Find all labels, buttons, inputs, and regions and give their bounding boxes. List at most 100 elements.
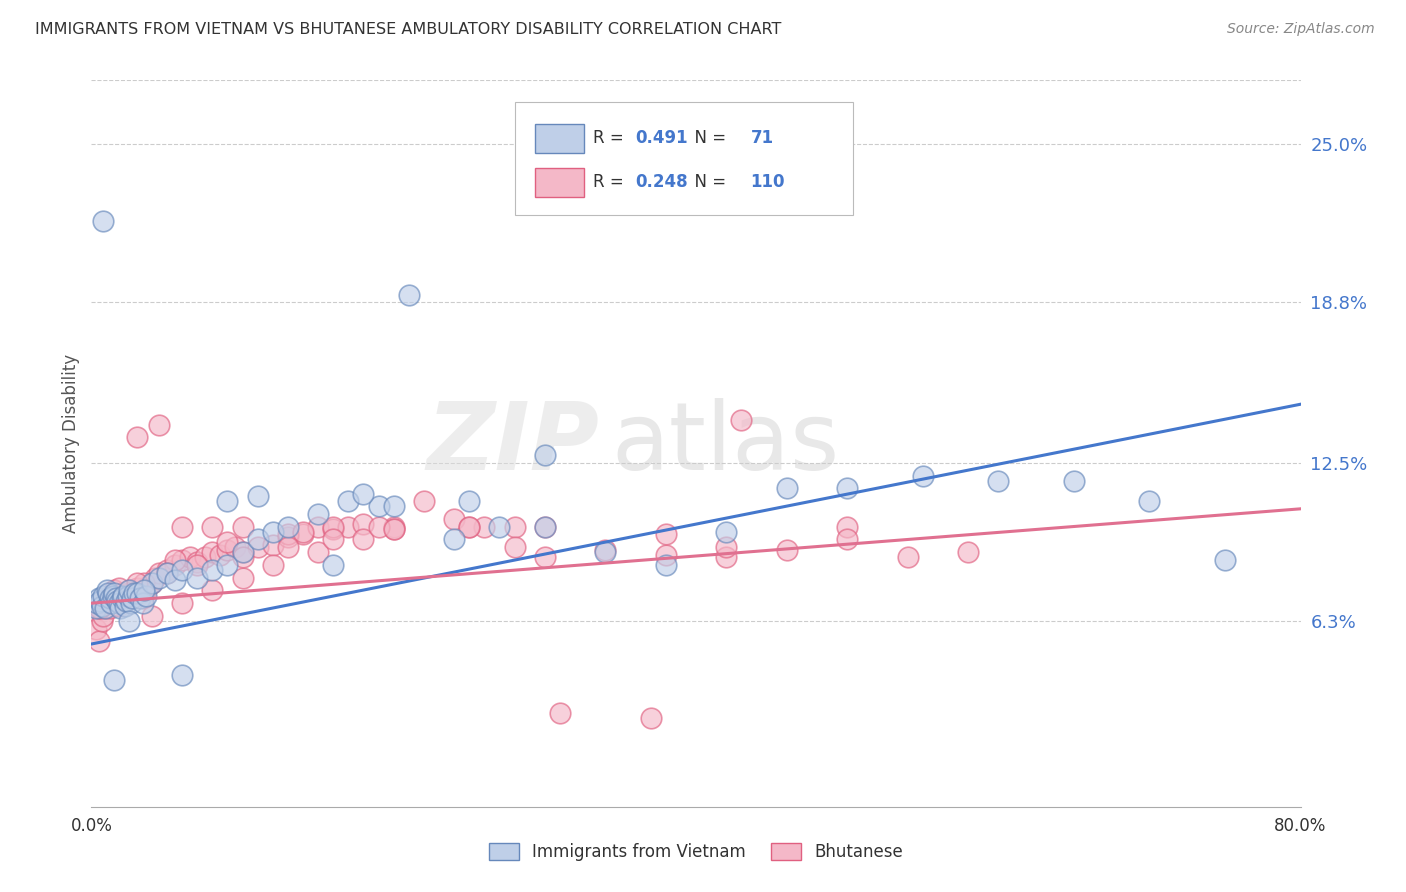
Text: 0.491: 0.491 [636,129,688,147]
Point [194,550,217,565]
Y-axis label: Ambulatory Disability: Ambulatory Disability [62,354,80,533]
Point [122,586,145,600]
Point [382,522,405,536]
Point [231,550,253,565]
Point [231,545,253,559]
Point [730,412,752,426]
Point [186,558,208,572]
Point [246,540,269,554]
Text: N =: N = [683,129,731,147]
Point [231,519,253,533]
Point [141,609,163,624]
Point [201,583,224,598]
Point [246,533,269,547]
Point [835,533,858,547]
Point [125,586,148,600]
Point [322,533,344,547]
Point [114,599,136,613]
Point [277,527,299,541]
Point [307,519,329,533]
Point [105,593,128,607]
Point [262,558,284,572]
Point [97,586,120,600]
Point [458,519,481,533]
Point [488,519,510,533]
Point [714,524,737,539]
Point [307,507,329,521]
Point [103,583,125,598]
Point [117,586,139,600]
Text: Source: ZipAtlas.com: Source: ZipAtlas.com [1227,22,1375,37]
Point [262,537,284,551]
Point [897,550,920,565]
Point [277,540,299,554]
Point [352,486,374,500]
Point [292,527,315,541]
Point [134,575,156,590]
Point [148,571,170,585]
Point [115,591,138,606]
Point [97,596,120,610]
Point [120,589,142,603]
Point [172,519,194,533]
Point [128,591,150,606]
Point [172,563,194,577]
Point [117,589,139,603]
Point [93,596,115,610]
Text: ZIP: ZIP [426,398,599,490]
Point [112,589,135,603]
Point [231,545,253,559]
Point [111,591,132,606]
Point [148,566,170,580]
Point [115,593,138,607]
Point [94,601,117,615]
Text: 71: 71 [751,129,773,147]
Point [548,706,571,720]
Point [163,573,186,587]
Point [100,596,122,610]
Point [91,596,114,610]
Point [98,601,121,615]
Point [104,589,127,603]
Point [156,566,179,580]
Point [595,542,617,557]
Point [208,548,231,562]
Point [94,601,117,615]
Point [987,474,1010,488]
Point [533,519,555,533]
Point [201,519,224,533]
Point [533,448,555,462]
Point [100,593,122,607]
Point [217,558,239,572]
Point [108,591,131,606]
Point [107,596,129,610]
Point [322,522,344,536]
Point [98,591,121,606]
Point [443,512,465,526]
Point [352,517,374,532]
Point [121,591,143,606]
Point [595,545,617,559]
Point [125,575,148,590]
Text: N =: N = [683,173,731,191]
Point [114,593,136,607]
Point [105,593,128,607]
Point [640,711,662,725]
Point [148,417,170,432]
Point [101,589,124,603]
Point [156,563,179,577]
Point [91,599,114,613]
Point [93,589,115,603]
Point [143,571,166,585]
Point [956,545,979,559]
Point [352,533,374,547]
Point [112,589,135,603]
Point [654,558,676,572]
Point [91,614,114,628]
Point [107,581,129,595]
Legend: Immigrants from Vietnam, Bhutanese: Immigrants from Vietnam, Bhutanese [482,837,910,868]
Point [172,596,194,610]
Point [714,540,737,554]
Point [835,519,858,533]
Point [1063,474,1085,488]
